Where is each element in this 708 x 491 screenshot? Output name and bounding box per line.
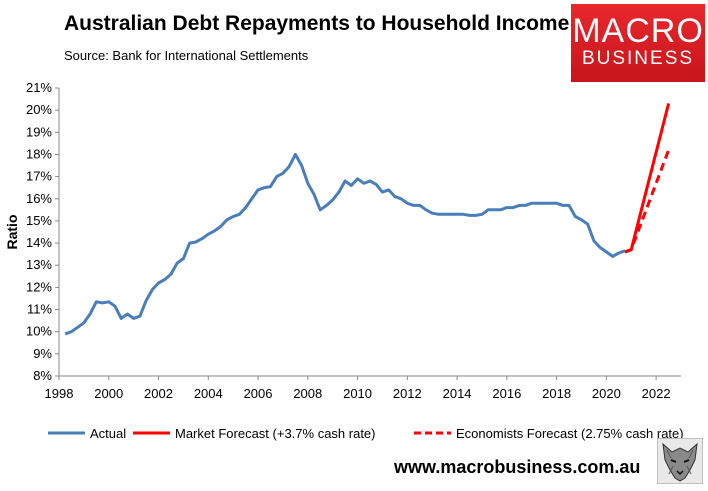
y-tick-label: 15% xyxy=(26,213,52,228)
chart-subtitle: Source: Bank for International Settlemen… xyxy=(64,48,309,63)
y-tick-label: 13% xyxy=(26,257,52,272)
y-tick-label: 21% xyxy=(26,80,52,95)
y-tick-label: 18% xyxy=(26,146,52,161)
legend-label-1: Market Forecast (+3.7% cash rate) xyxy=(175,426,376,441)
x-tick-label: 2022 xyxy=(642,386,671,401)
x-tick-label: 2014 xyxy=(443,386,472,401)
y-tick-label: 11% xyxy=(27,302,52,317)
logo-line-1: MACRO xyxy=(572,12,704,50)
chart-title: Australian Debt Repayments to Household … xyxy=(64,12,570,35)
y-tick-label: 12% xyxy=(26,279,52,294)
x-tick-label: 2006 xyxy=(244,386,273,401)
y-tick-label: 19% xyxy=(26,124,52,139)
y-tick-label: 10% xyxy=(26,324,52,339)
y-axis-label: Ratio xyxy=(4,215,20,250)
x-tick-label: 2016 xyxy=(492,386,521,401)
wolf-icon xyxy=(657,438,703,484)
x-tick-label: 2000 xyxy=(94,386,123,401)
x-tick-label: 1998 xyxy=(45,386,74,401)
x-tick-label: 2002 xyxy=(144,386,173,401)
series-line-2 xyxy=(624,149,671,254)
x-tick-label: 2020 xyxy=(592,386,621,401)
x-tick-label: 2008 xyxy=(293,386,322,401)
logo-line-2: BUSINESS xyxy=(581,48,695,69)
y-tick-label: 14% xyxy=(26,235,52,250)
series-line-0 xyxy=(64,153,626,336)
series-line-1 xyxy=(624,103,671,254)
x-tick-label: 2004 xyxy=(194,386,223,401)
legend-label-0: Actual xyxy=(90,426,126,441)
legend-label-2: Economists Forecast (2.75% cash rate) xyxy=(456,426,684,441)
macrobusiness-logo[interactable]: MACRO BUSINESS xyxy=(571,4,705,82)
y-tick-label: 16% xyxy=(26,191,52,206)
x-tick-label: 2012 xyxy=(393,386,422,401)
website-url[interactable]: www.macrobusiness.com.au xyxy=(394,457,641,477)
x-tick-label: 2010 xyxy=(343,386,372,401)
y-tick-label: 20% xyxy=(26,102,52,117)
y-tick-label: 17% xyxy=(26,169,52,184)
y-tick-label: 9% xyxy=(33,346,52,361)
x-tick-label: 2018 xyxy=(542,386,571,401)
y-tick-label: 8% xyxy=(33,368,52,383)
